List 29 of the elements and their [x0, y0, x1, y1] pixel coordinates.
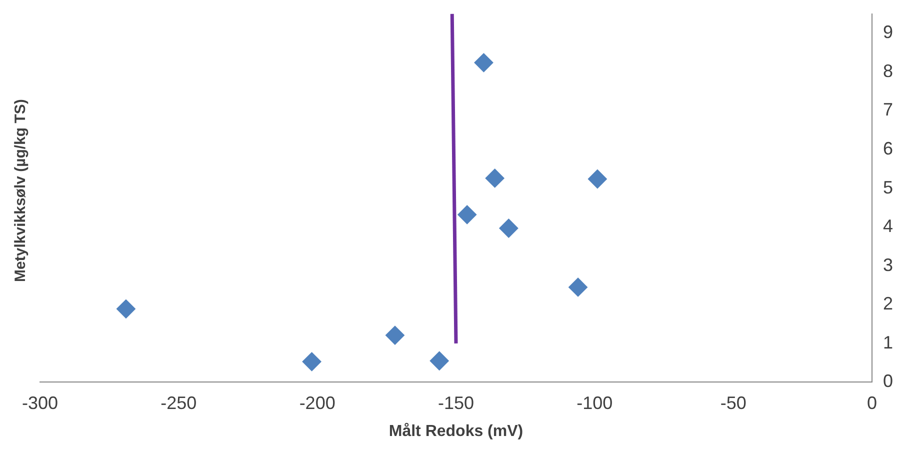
point [474, 53, 494, 72]
x-tick-label: 0 [866, 392, 877, 413]
x-tick-label: -250 [160, 392, 197, 413]
point [385, 326, 404, 345]
x-tick-label: -150 [438, 392, 474, 413]
x-tick-label: -50 [720, 392, 746, 413]
y-tick-label: 8 [882, 60, 894, 81]
point [302, 352, 322, 372]
y-tick-label: 9 [882, 22, 894, 42]
point [485, 168, 504, 188]
x-tick-label: -200 [299, 392, 336, 413]
y-tick-label: 0 [882, 371, 894, 392]
x-axis-title: Målt Redoks (mV) [388, 422, 524, 440]
y-tick-label: 5 [882, 177, 894, 198]
point [458, 205, 477, 224]
x-tick-label: -100 [576, 392, 613, 413]
y-tick-label: 3 [882, 254, 894, 275]
point [499, 218, 518, 238]
y-tick-label: 6 [882, 138, 894, 158]
y-axis-title: Metylkvikksølv (µg/kg TS) [12, 98, 28, 282]
point [588, 170, 607, 188]
point [568, 278, 588, 297]
x-tick-label: -300 [22, 392, 58, 413]
y-tick-label: 2 [882, 294, 894, 314]
point [116, 299, 136, 318]
y-tick-label: 4 [882, 216, 894, 236]
y-tick-label: 7 [882, 100, 894, 120]
point [430, 351, 449, 370]
y-tick-label: 1 [882, 332, 894, 352]
